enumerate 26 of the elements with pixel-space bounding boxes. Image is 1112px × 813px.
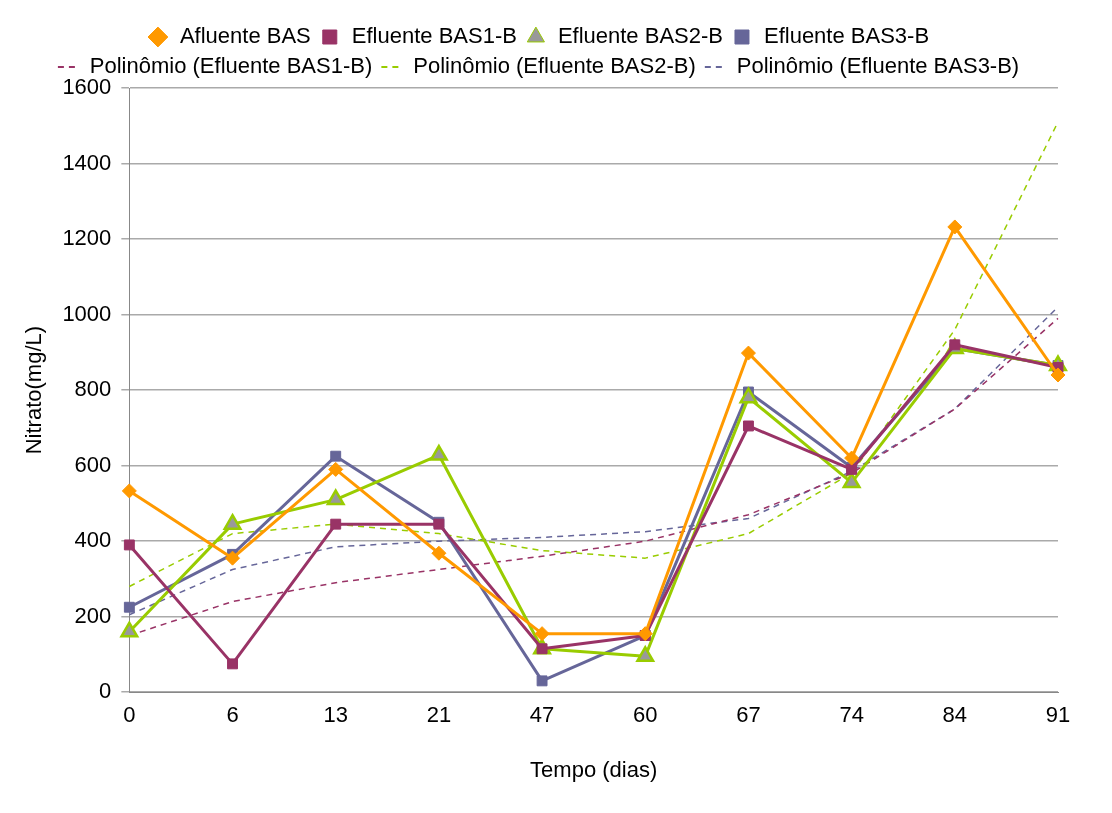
y-tick-label: 1000 [62,300,112,326]
x-axis-title: Tempo (dias) [530,756,658,782]
x-tick-label: 84 [942,702,968,728]
y-tick-label: 0 [99,678,112,704]
y-tick-label: 200 [74,602,112,628]
x-tick-label: 6 [226,702,239,728]
x-tick-label: 67 [736,702,761,728]
legend-label: Polinômio (Efluente BAS3-B) [736,53,1020,79]
legend-label: Afluente BAS [179,23,311,49]
x-tick-label: 74 [839,702,864,728]
x-tick-label: 13 [323,702,348,728]
x-tick-label: 0 [123,702,136,728]
y-tick-label: 1200 [62,225,112,251]
legend-label: Polinômio (Efluente BAS2-B) [413,53,696,79]
y-tick-label: 800 [74,376,112,402]
x-tick-label: 21 [426,702,452,728]
x-tick-label: 60 [633,702,658,728]
x-tick-label: 47 [529,702,555,728]
x-tick-label: 91 [1045,702,1071,728]
legend-label: Efluente BAS1-B [351,23,517,49]
y-tick-label: 400 [74,527,112,553]
legend-label: Efluente BAS2-B [557,23,723,49]
y-axis-title: Nitrato(mg/L) [21,325,47,455]
legend-label: Efluente BAS3-B [763,23,930,49]
y-tick-label: 1400 [62,149,112,175]
y-tick-label: 600 [74,451,112,477]
